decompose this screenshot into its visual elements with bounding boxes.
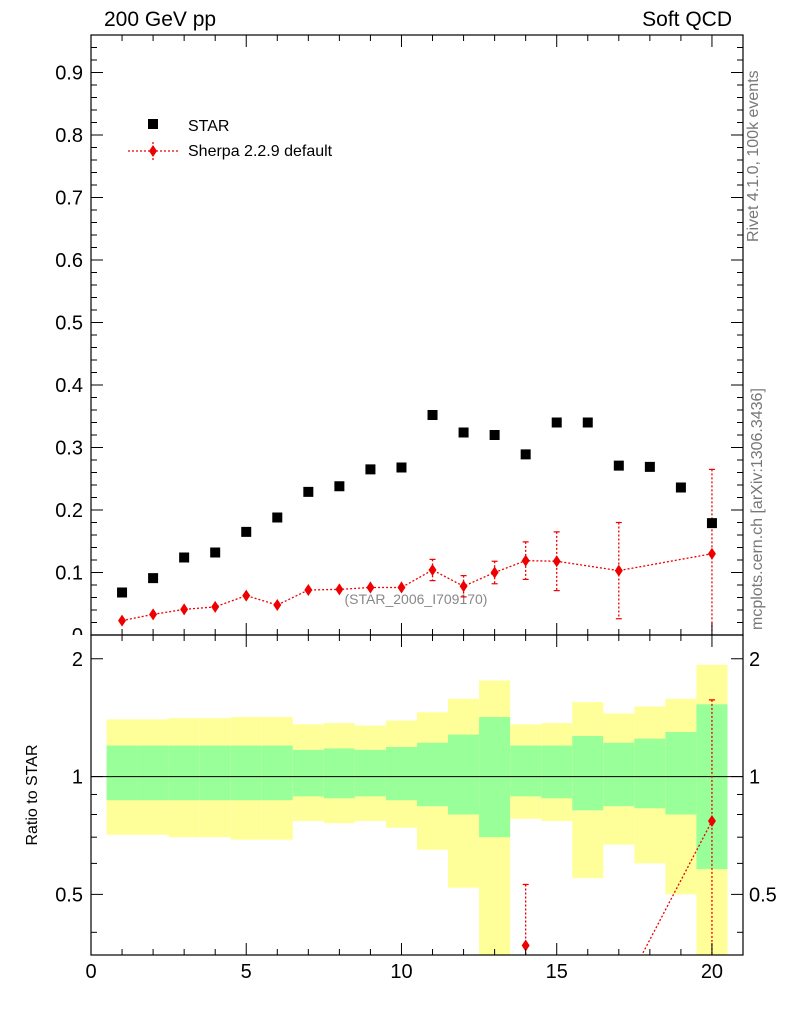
mc-point: [397, 581, 406, 594]
legend-mc-label: Sherpa 2.2.9 default: [188, 143, 333, 160]
mc-point: [428, 564, 437, 576]
ratio-band-inner: [448, 734, 480, 815]
legend-star-marker: [148, 119, 158, 129]
star-data-point: [706, 518, 717, 529]
ratio-band-inner: [479, 716, 511, 838]
ratio-band-inner: [572, 735, 604, 811]
mc-point: [552, 555, 561, 568]
header-right-title: Soft QCD: [642, 8, 732, 31]
mc-point: [242, 589, 251, 602]
star-data-point: [427, 410, 438, 420]
star-data-point: [613, 460, 624, 471]
ratio-frame: [90, 634, 744, 956]
mc-point: [459, 580, 468, 593]
star-data-point: [520, 449, 531, 460]
ratio-y-tick-label-right: 1: [749, 767, 760, 789]
legend-star-label: STAR: [188, 118, 229, 135]
ratio-band-inner: [199, 745, 231, 801]
mc-point: [118, 614, 127, 627]
main-y-tick-label: 0.5: [55, 313, 83, 335]
star-data-point: [272, 512, 283, 523]
star-data-point: [396, 462, 407, 473]
star-data-point: [303, 486, 314, 497]
ratio-x-tick-label: 10: [390, 961, 412, 983]
header-left-title: 200 GeV pp: [104, 8, 217, 31]
mc-point: [304, 584, 313, 596]
ratio-band-inner: [261, 745, 293, 801]
main-y-tick-label: 0.9: [55, 63, 83, 85]
star-data-point: [458, 427, 469, 438]
ratio-y-tick-label-left: 2: [72, 649, 83, 671]
star-data-point: [582, 417, 593, 428]
mc-point: [180, 603, 189, 616]
mc-line: [121, 553, 713, 622]
ratio-band-inner: [665, 731, 697, 815]
ratio-y-tick-label-right: 0.5: [749, 884, 777, 906]
ratio-band-inner: [417, 742, 449, 807]
main-y-tick-label: 0.3: [55, 438, 83, 460]
main-y-tick-label: 0.7: [55, 188, 83, 210]
main-y-tick-label: 0.2: [55, 500, 83, 522]
star-data-point: [241, 526, 252, 537]
ratio-y-tick-label-left: 0.5: [55, 884, 83, 906]
ratio-y-tick-label-left: 1: [72, 767, 83, 789]
ratio-band-inner: [603, 742, 635, 807]
main-y-tick-label: 0.6: [55, 250, 83, 272]
main-y-zero-label: 0: [72, 625, 83, 647]
ratio-uncertainty-bands: [106, 664, 728, 955]
star-data-point: [179, 552, 190, 563]
ratio-mc-point: [707, 814, 716, 827]
star-data-point: [675, 482, 686, 493]
main-y-tick-label: 0.4: [55, 375, 83, 397]
ratio-x-tick-label: 15: [546, 961, 568, 983]
mc-point: [273, 599, 282, 611]
mc-point: [707, 547, 716, 560]
star-data-point: [365, 464, 376, 475]
mc-point: [521, 554, 530, 567]
source-label: mcplots.cern.ch [arXiv:1306.3436]: [749, 388, 766, 630]
mc-point: [149, 608, 158, 621]
mc-point: [490, 566, 499, 579]
star-data-point: [117, 587, 128, 598]
ratio-band-inner: [541, 745, 573, 799]
star-data-point: [210, 547, 221, 558]
star-data-point: [644, 461, 655, 472]
ratio-content: [91, 699, 743, 955]
star-data-point: [551, 417, 562, 428]
ratio-x-tick-label: 5: [241, 961, 252, 983]
dataset-watermark: (STAR_2006_I709170): [345, 591, 488, 607]
ratio-x-tick-label: 0: [85, 961, 96, 983]
mc-point: [366, 581, 375, 594]
ratio-band-inner: [354, 749, 386, 797]
ratio-band-inner: [323, 748, 355, 799]
ratio-y-tick-label-right: 2: [749, 649, 760, 671]
legend: STAR Sherpa 2.2.9 default: [128, 118, 333, 160]
plot-axes: 0 5 10 15 20 0.1 0.2 0.3 0.4 0.5 0.6 0.7 0.8 0.9 0 0.5 0…: [24, 34, 777, 983]
ratio-band-inner: [510, 745, 542, 797]
ratio-band-inner: [137, 745, 169, 801]
ratio-band-inner: [106, 745, 138, 801]
rivet-version-label: Rivet 4.1.0, 100k events: [745, 70, 762, 242]
main-content: (STAR_2006_I709170): [117, 410, 717, 635]
ratio-mc-point: [521, 939, 530, 952]
ratio-x-tick-label: 20: [701, 961, 723, 983]
star-data-point: [489, 430, 500, 440]
mc-point: [335, 583, 344, 596]
star-data-point: [334, 481, 345, 492]
mc-point: [614, 564, 623, 577]
main-y-tick-label: 0.8: [55, 125, 83, 147]
ratio-band-inner: [385, 747, 417, 801]
ratio-y-axis-title: Ratio to STAR: [24, 744, 41, 845]
ratio-band-inner: [292, 749, 324, 797]
ratio-band-inner: [168, 745, 200, 801]
star-data-point: [148, 573, 159, 584]
legend-mc-marker: [149, 145, 157, 157]
ratio-band-inner: [634, 738, 666, 809]
mc-point: [211, 600, 220, 613]
ratio-band-inner: [230, 745, 262, 801]
main-y-tick-label: 0.1: [55, 563, 83, 585]
